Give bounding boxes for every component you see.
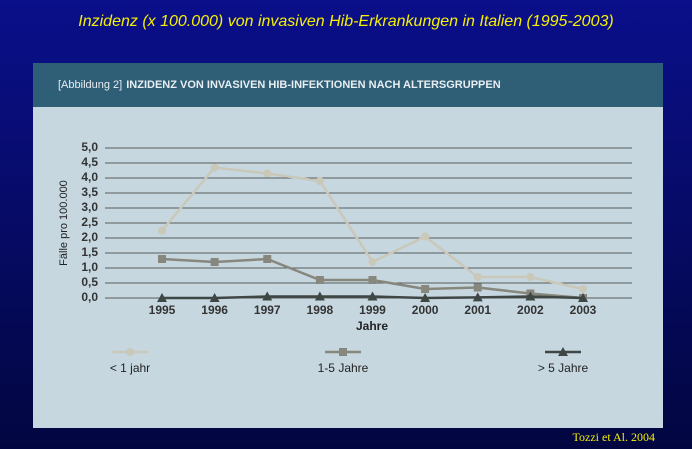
x-tick-label: 1997 xyxy=(254,303,281,317)
point xyxy=(578,293,588,302)
point xyxy=(525,291,536,301)
point xyxy=(421,285,430,293)
point xyxy=(263,169,272,178)
point xyxy=(315,276,324,284)
legend-label: > 5 Jahre xyxy=(538,361,589,375)
point xyxy=(209,293,220,302)
point xyxy=(473,273,482,281)
point xyxy=(210,163,219,172)
y-tick-label: 0,5 xyxy=(81,275,98,289)
point xyxy=(315,177,324,185)
x-tick-label: 2000 xyxy=(412,303,439,317)
legend-marker xyxy=(126,348,134,356)
y-tick-label: 0,0 xyxy=(81,290,98,304)
point xyxy=(368,258,377,266)
y-tick-label: 5,0 xyxy=(81,140,98,154)
legend-marker xyxy=(339,348,347,356)
x-tick-label: 2003 xyxy=(570,303,597,317)
y-tick-label: 2,5 xyxy=(81,215,98,229)
x-tick-label: 1999 xyxy=(359,303,386,317)
x-axis-label: Jahre xyxy=(356,319,388,333)
legend-label: 1-5 Jahre xyxy=(318,361,369,375)
y-tick-label: 2,0 xyxy=(81,230,98,244)
point xyxy=(420,293,431,302)
y-tick-label: 4,5 xyxy=(81,155,98,169)
point xyxy=(210,258,219,266)
point xyxy=(526,273,535,281)
point xyxy=(314,291,325,301)
source: Tozzi et Al. 2004 xyxy=(573,430,655,444)
plot: 0,00,51,01,52,02,53,03,54,04,55,0 1995 199… xyxy=(81,140,632,375)
y-tick-label: 1,0 xyxy=(81,260,98,274)
point xyxy=(368,276,377,284)
x-tick-label: 1995 xyxy=(149,303,176,317)
legend-label: < 1 jahr xyxy=(110,361,150,375)
figure-title: INZIDENZ VON INVASIVEN HIB-INFEKTIONEN N… xyxy=(126,79,500,91)
y-tick-label: 1,5 xyxy=(81,245,98,259)
x-tick-label: 1996 xyxy=(201,303,228,317)
point xyxy=(472,292,483,302)
point xyxy=(473,283,482,292)
legend-marker xyxy=(558,347,568,356)
point xyxy=(263,255,272,263)
y-tick-label: 3,0 xyxy=(81,200,98,214)
figure-header xyxy=(33,63,663,107)
y-axis-label: Fälle pro 100.000 xyxy=(58,180,70,266)
x-tick-label: 2002 xyxy=(517,303,544,317)
y-tick-label: 3,5 xyxy=(81,185,98,199)
x-tick-label: 2001 xyxy=(464,303,491,317)
point xyxy=(157,293,167,302)
slide-title: Inzidenz (x 100.000) von invasiven Hib-E… xyxy=(78,13,613,30)
y-tick-label: 4,0 xyxy=(81,170,98,184)
figure-heading: [Abbildung 2] INZIDENZ VON INVASIVEN HIB-… xyxy=(58,79,501,91)
figure-label: [Abbildung 2] xyxy=(58,79,122,91)
point xyxy=(579,285,587,293)
point xyxy=(421,232,430,241)
figure-panel xyxy=(33,63,663,428)
x-tick-label: 1998 xyxy=(307,303,334,317)
point xyxy=(262,291,273,301)
point xyxy=(367,291,378,301)
point xyxy=(158,255,166,263)
point xyxy=(158,226,166,235)
